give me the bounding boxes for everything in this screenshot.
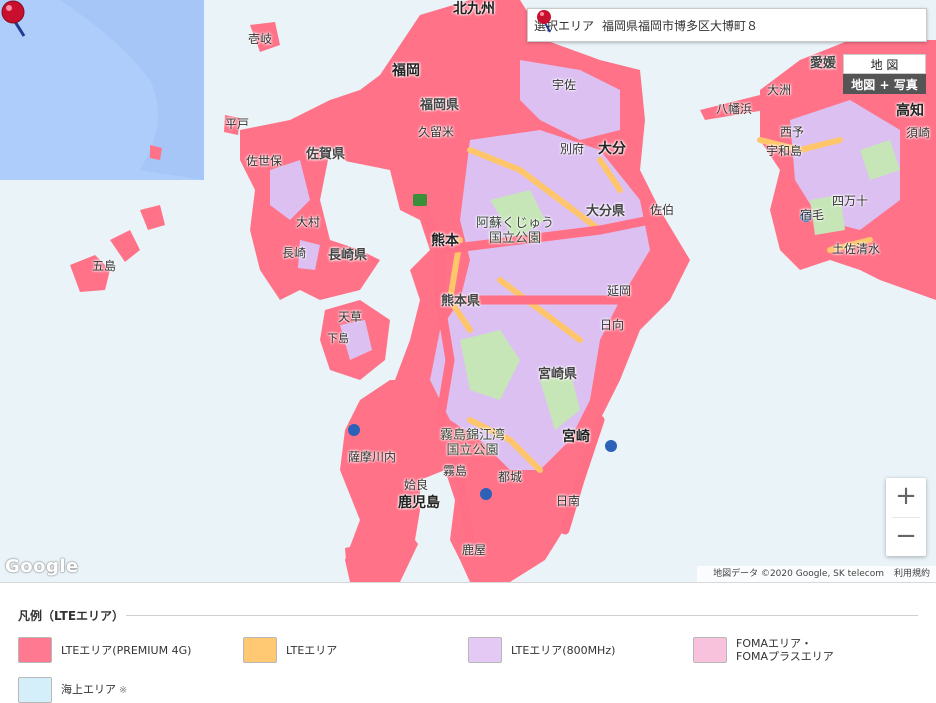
label-oita-pref: 大分県 [586, 204, 626, 219]
label-nagasaki: 長崎 [282, 246, 307, 260]
selected-area-box: 選択エリア 福岡県福岡市博多区大博町８ [527, 8, 927, 42]
map-tiles [0, 0, 936, 582]
label-ozu: 大洲 [767, 83, 792, 97]
legend-swatch-lte [243, 637, 277, 663]
map-data-credit: 地図データ ©2020 Google, SK telecom [713, 569, 884, 579]
label-seiyo: 西予 [780, 125, 805, 139]
legend-swatch-sea [18, 677, 52, 703]
label-sukumo: 宿毛 [800, 208, 825, 222]
label-fukuoka: 福岡 [392, 63, 420, 79]
label-shimoshima: 下島 [327, 332, 349, 345]
label-shimanto: 四万十 [832, 194, 869, 208]
label-kumamoto-pref: 熊本県 [441, 294, 481, 309]
label-tosashimizu: 土佐清水 [832, 242, 881, 256]
selected-area-value: 福岡県福岡市博多区大博町８ [602, 18, 759, 33]
label-iki: 壱岐 [248, 32, 273, 46]
legend-label-sea-text: 海上エリア [61, 683, 116, 696]
map-type-map-button[interactable]: 地 図 [843, 54, 926, 74]
legend-title: 凡例（LTEエリア） [18, 609, 125, 623]
label-aira: 姶良 [404, 478, 429, 492]
nagasaki-peninsula [240, 120, 380, 300]
label-kochi: 高知 [896, 103, 924, 119]
label-fukuoka-pref: 福岡県 [420, 98, 460, 113]
legend-label-lte800: LTEエリア(800MHz) [511, 643, 616, 657]
label-nobeoka: 延岡 [607, 284, 632, 298]
highway-markers [348, 194, 812, 500]
label-miyazaki-pref: 宮崎県 [538, 367, 578, 382]
zoom-in-button[interactable]: + [895, 481, 917, 511]
shikoku-island [757, 40, 936, 300]
label-saiki: 佐伯 [650, 203, 675, 217]
label-kumamoto: 熊本 [431, 233, 459, 249]
label-yawatahama: 八幡浜 [716, 102, 753, 116]
label-aso-park: 阿蘇くじゅう 国立公園 [476, 216, 555, 246]
label-kirishima: 霧島 [443, 464, 468, 478]
legend-label-lte: LTEエリア [286, 643, 338, 657]
label-saga-pref: 佐賀県 [306, 147, 346, 162]
label-kurume: 久留米 [418, 125, 455, 139]
label-nichinan: 日南 [556, 494, 581, 508]
zoom-out-button[interactable]: − [895, 521, 917, 551]
coverage-map[interactable]: 北九州 壱岐 福岡 福岡県 宇佐 平戸 久留米 佐賀県 佐世保 別府 大分 大分… [0, 0, 936, 582]
label-usa: 宇佐 [552, 78, 577, 92]
legend-note-sea: ※ [119, 685, 128, 696]
label-kagoshima: 鹿児島 [398, 495, 440, 511]
legend-item-lte800: LTEエリア(800MHz) [468, 637, 615, 663]
label-beppu: 別府 [560, 142, 585, 156]
legend-item-sea: 海上エリア ※ [18, 677, 127, 703]
label-susaki: 須崎 [906, 126, 931, 140]
legend-label-sea: 海上エリア ※ [61, 683, 127, 697]
legend-panel: 凡例（LTEエリア） LTEエリア(PREMIUM 4G) LTEエリア LTE… [0, 582, 936, 703]
label-satsumasendai: 薩摩川内 [348, 450, 397, 464]
pin-icon [537, 10, 551, 33]
goto-islands [70, 145, 165, 292]
label-goto: 五島 [92, 259, 117, 273]
label-miyakonojo: 都城 [498, 470, 523, 484]
label-sasebo: 佐世保 [246, 154, 283, 168]
legend-item-premium: LTEエリア(PREMIUM 4G) [18, 637, 191, 663]
label-uwajima: 宇和島 [766, 144, 803, 158]
map-type-satellite-button[interactable]: 地図 + 写真 [843, 74, 926, 94]
label-oita: 大分 [598, 141, 626, 157]
legend-swatch-premium [18, 637, 52, 663]
label-miyazaki: 宮崎 [562, 429, 590, 445]
legend-swatch-lte800 [468, 637, 502, 663]
location-pin-icon[interactable] [0, 0, 30, 38]
label-omura: 大村 [296, 215, 321, 229]
label-kirishima-park: 霧島錦江湾 国立公園 [440, 428, 506, 458]
legend-label-premium: LTEエリア(PREMIUM 4G) [61, 643, 192, 657]
legend-swatch-foma [693, 637, 727, 663]
terms-link[interactable]: 利用規約 [893, 569, 930, 579]
legend-divider [126, 615, 918, 616]
label-ehime: 愛媛 [810, 56, 837, 71]
zoom-divider [892, 517, 920, 518]
label-hirado: 平戸 [225, 117, 250, 131]
label-kitakyushu: 北九州 [453, 1, 495, 17]
label-kanoya: 鹿屋 [462, 543, 487, 557]
google-logo: Google [5, 556, 79, 577]
label-amakusa: 天草 [338, 310, 363, 324]
map-attribution: 地図データ ©2020 Google, SK telecom 利用規約 [697, 566, 936, 582]
legend-item-lte: LTEエリア [243, 637, 337, 663]
map-type-toggle: 地 図 地図 + 写真 [843, 54, 926, 94]
legend-item-foma: FOMAエリア・ FOMAプラスエリア [693, 637, 834, 663]
label-hyuga: 日向 [600, 318, 625, 332]
label-nagasaki-pref: 長崎県 [328, 248, 368, 263]
legend-label-foma: FOMAエリア・ FOMAプラスエリア [736, 637, 834, 663]
kyushu-island [290, 0, 690, 582]
zoom-control: + − [886, 478, 926, 556]
